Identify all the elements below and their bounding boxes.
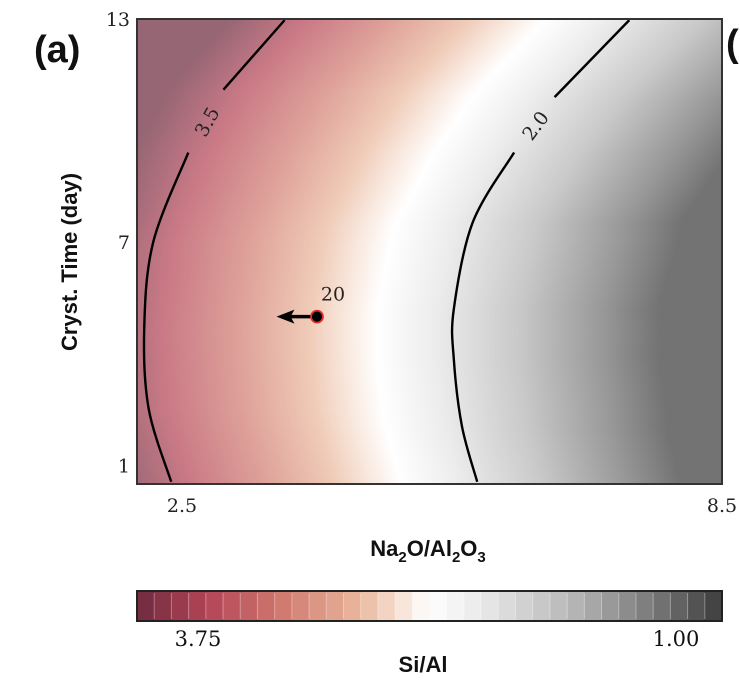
colorbar-segment xyxy=(635,591,654,621)
marker-group: 20 xyxy=(276,284,345,324)
colorbar-segment xyxy=(395,591,413,621)
colorbar-frame xyxy=(136,590,723,622)
contour-line-3.5 xyxy=(222,19,286,91)
colorbar-segment xyxy=(687,591,706,621)
colorbar-segment xyxy=(326,591,344,621)
colorbar-segment xyxy=(498,591,516,621)
colorbar-segment xyxy=(360,591,379,621)
next-panel-fragment: ( xyxy=(726,23,739,65)
contour-line-2.0 xyxy=(553,19,631,98)
colorbar-segment xyxy=(137,591,155,621)
colorbar-segment xyxy=(670,591,688,621)
colorbar-segment xyxy=(532,591,551,621)
colorbar-segment xyxy=(154,591,172,621)
y-tick-label: 1 xyxy=(118,455,130,477)
y-tick-label: 7 xyxy=(118,232,130,254)
x-axis-label: Na2O/Al2O3 xyxy=(370,536,486,566)
axis-ticks: 2.5 8.5 13 7 1 xyxy=(106,9,737,517)
data-point xyxy=(310,309,324,324)
colorbar xyxy=(136,590,723,622)
colorbar-segment xyxy=(704,591,723,621)
contour-label: 2.0 xyxy=(518,107,554,144)
colorbar-segment xyxy=(429,591,448,621)
contour-lines: 3.5 2.0 xyxy=(142,19,631,483)
contour-line-3.5 xyxy=(142,152,190,483)
colorbar-segment xyxy=(412,591,430,621)
colorbar-segment xyxy=(240,591,258,621)
colorbar-segment xyxy=(584,591,602,621)
plot-frame xyxy=(136,18,723,485)
colorbar-segment xyxy=(549,591,568,621)
panel-label: (a) xyxy=(34,29,80,71)
colorbar-segment xyxy=(515,591,534,621)
colorbar-segment xyxy=(309,591,327,621)
y-tick-label: 13 xyxy=(106,9,130,31)
colorbar-segment xyxy=(188,591,207,621)
colorbar-tick-right: 1.00 xyxy=(653,627,700,651)
colorbar-segment xyxy=(343,591,361,621)
colorbar-segment xyxy=(274,591,293,621)
colorbar-segment xyxy=(205,591,224,621)
colorbar-segment xyxy=(446,591,465,621)
colorbar-segment xyxy=(257,591,275,621)
contour-line-2.0 xyxy=(450,151,516,483)
colorbar-segment xyxy=(171,591,189,621)
colorbar-segment xyxy=(618,591,637,621)
colorbar-segment xyxy=(567,591,585,621)
data-point-label: 20 xyxy=(321,284,345,306)
y-axis-label: Cryst. Time (day) xyxy=(57,173,82,351)
colorbar-segment xyxy=(223,591,241,621)
heatmap-field xyxy=(137,19,722,484)
colorbar-segment xyxy=(463,591,482,621)
x-tick-label: 8.5 xyxy=(707,495,737,517)
contour-label: 3.5 xyxy=(191,104,225,141)
colorbar-segment xyxy=(653,591,671,621)
colorbar-segment xyxy=(291,591,310,621)
colorbar-segment xyxy=(377,591,396,621)
colorbar-tick-left: 3.75 xyxy=(175,627,222,651)
colorbar-segment xyxy=(601,591,620,621)
colorbar-segment xyxy=(481,591,499,621)
arrow-head-icon xyxy=(276,309,295,324)
colorbar-label: Si/Al xyxy=(399,652,448,677)
x-tick-label: 2.5 xyxy=(167,495,197,517)
